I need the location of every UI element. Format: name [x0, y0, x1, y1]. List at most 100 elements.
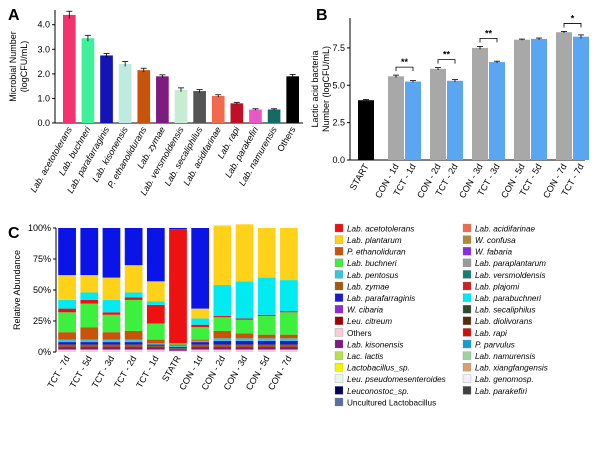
panel-c-stack-segment: [102, 339, 121, 343]
legend-label: Lab. versmoldensis: [475, 271, 546, 280]
legend-swatch: [334, 328, 344, 337]
panel-c-y-tick-label: 100%: [28, 223, 51, 233]
legend-swatch: [334, 281, 344, 291]
panel-c-y-tick-label: 25%: [33, 316, 51, 326]
panel-a-bar: [81, 38, 95, 123]
panel-a-bar: [249, 109, 262, 123]
panel-c-stack-segment: [280, 347, 298, 350]
panel-c-y-tick-label: 50%: [33, 285, 51, 295]
panel-a-bar: [156, 76, 169, 123]
legend-label: Lab. namurensis: [475, 352, 536, 361]
panel-c-stack-segment: [191, 308, 210, 319]
panel-c-stack-segment: [191, 342, 210, 345]
panel-c-stack-segment: [191, 349, 210, 352]
legend-label: Lab. plajomi: [475, 282, 519, 291]
panel-c-stack-segment: [191, 339, 210, 341]
legend-swatch: [462, 258, 472, 267]
panel-b-bar: [531, 38, 547, 160]
panel-c-stack-segment: [80, 292, 99, 300]
panel-b-bar: [358, 100, 374, 160]
legend-label: Lactobacillus_sp.: [347, 364, 410, 373]
panel-c-stack-segment: [235, 349, 254, 352]
panel-a-y-tick-label: 1.0: [37, 93, 50, 103]
panel-b-significance-bracket: [395, 66, 414, 72]
panel-c-stack-segment: [58, 299, 76, 309]
panel-c-stack-segment: [280, 338, 298, 341]
legend-swatch: [462, 235, 472, 244]
panel-b-significance-label: **: [401, 57, 409, 67]
legend-label: Lab. xiangfangensis: [475, 364, 548, 373]
panel-c-stack-segment: [213, 317, 232, 331]
panel-c-stack-segment: [146, 345, 165, 348]
panel-c-stack-segment: [235, 340, 254, 345]
legend-swatch: [462, 339, 472, 349]
legend-label: Lab. paraplantarum: [475, 259, 546, 268]
panel-c-stack-segment: [169, 350, 187, 352]
panel-c-stack-segment: [80, 299, 99, 304]
panel-c-stack-segment: [213, 338, 232, 341]
panel-c-stack-segment: [80, 303, 99, 328]
legend-label: Lab. acidifarinae: [475, 224, 536, 233]
panel-c-stack-segment: [124, 339, 143, 343]
panel-a-bar: [211, 95, 225, 123]
panel-a-y-tick-label: 4.0: [37, 20, 50, 30]
legend-label: Leu. pseudomesenteroides: [347, 375, 446, 384]
panel-c-stack-segment: [191, 228, 210, 309]
legend-swatch: [334, 374, 344, 383]
panel-c-stack-segment: [102, 314, 121, 333]
panel-c-y-tick-label: 75%: [33, 254, 51, 264]
legend-swatch: [334, 305, 344, 314]
legend-swatch: [462, 351, 472, 360]
panel-c-stack-segment: [58, 275, 76, 300]
panel-b-letter: B: [316, 7, 328, 24]
panel-c-stack-segment: [213, 285, 232, 317]
panel-c-stack-segment: [169, 349, 187, 351]
panel-c-stack-segment: [169, 344, 187, 346]
panel-b-y-tick-label: 7.5: [332, 43, 345, 53]
panel-c-stack-segment: [146, 281, 165, 302]
panel-b-y-axis-label: Lactic acid bacteriaNumber (logCFU/mL): [310, 46, 331, 132]
panel-c-stack-segment: [257, 344, 276, 348]
panel-a-bar: [286, 76, 300, 123]
legend-swatch: [462, 223, 472, 233]
panel-c-stack-segment: [257, 334, 276, 339]
panel-c-x-tick-label: STATR: [160, 354, 183, 384]
panel-c-stack-segment: [280, 228, 298, 281]
panel-a-bar: [100, 55, 113, 124]
panel-c-stack-segment: [124, 292, 143, 298]
legend-swatch: [462, 281, 472, 291]
panel-b-significance-bracket: [437, 59, 456, 64]
panel-c-stack-segment: [213, 225, 232, 286]
legend-swatch: [334, 363, 344, 372]
panel-b-significance-label: **: [485, 28, 493, 38]
panel-c-stack-segment: [80, 342, 99, 345]
panel-c-stack-segment: [124, 265, 143, 293]
panel-c-stack-segment: [191, 318, 210, 325]
panel-c-stack-segment: [257, 349, 276, 352]
panel-b-bar: [573, 36, 589, 160]
panel-c-stack-segment: [124, 347, 143, 350]
panel-c-stack-segment: [102, 299, 121, 313]
panel-c-stack-segment: [146, 323, 165, 340]
panel-a-y-label-line2: (logCFU/mL): [19, 41, 29, 93]
legend-swatch: [462, 293, 472, 302]
legend-swatch: [462, 316, 472, 325]
panel-c-stack-segment: [257, 314, 276, 317]
panel-c-stack-segment: [280, 334, 298, 339]
panel-c-stack-segment: [235, 281, 254, 319]
panel-c-stack-segment: [102, 344, 121, 348]
legend-swatch: [462, 328, 472, 337]
panel-c-stack-segment: [257, 228, 276, 278]
legend-swatch: [462, 270, 472, 279]
panel-c-stack-segment: [191, 327, 210, 340]
panel-c-stack-segment: [80, 339, 99, 343]
legend-label: Lab. rapi: [475, 329, 507, 338]
panel-a-bar: [230, 103, 244, 123]
panel-c-stack-segment: [280, 311, 298, 313]
panel-a-bar: [118, 64, 132, 123]
legend-label: Lab. pentosus: [347, 271, 398, 280]
panel-a-y-tick-label: 0.0: [37, 118, 50, 128]
panel-b-y-tick-label: 5.0: [332, 80, 345, 90]
panel-c-stack-segment: [191, 324, 210, 328]
